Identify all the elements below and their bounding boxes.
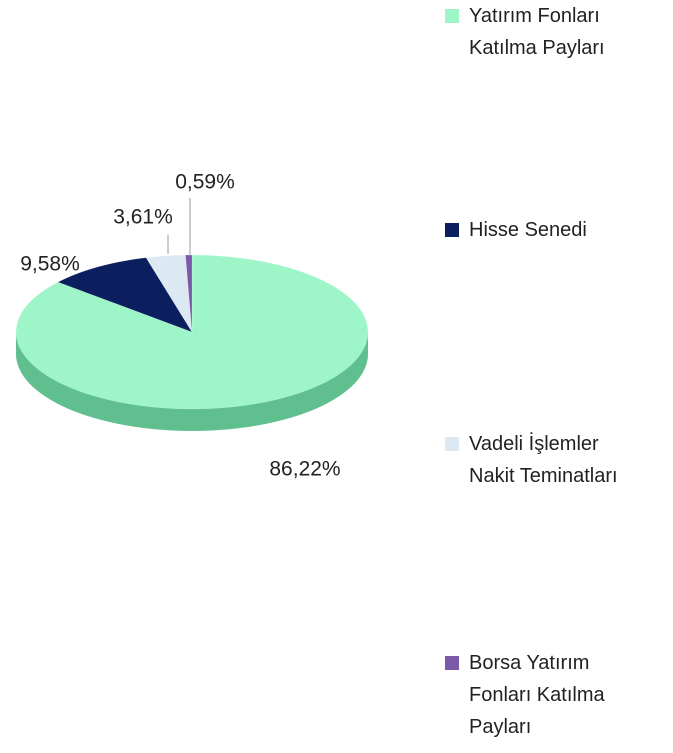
legend-label: Hisse Senedi <box>469 219 587 241</box>
pie-slice <box>57 257 193 333</box>
pie-area: 86,22% 9,58% 3,61%0,59% <box>15 171 369 481</box>
legend-item: Borsa Yatırım Fonları Katılma Payları <box>445 647 630 743</box>
data-label: 9,58% <box>20 253 80 276</box>
legend-label: Vadeli İşlemler Nakit Teminatları <box>469 433 618 487</box>
pie-slice <box>145 254 193 333</box>
legend-item: Vadeli İşlemler Nakit Teminatları <box>445 428 630 492</box>
legend-swatch <box>445 437 459 451</box>
legend-swatch <box>445 223 459 237</box>
legend-item: Hisse Senedi <box>445 214 630 246</box>
data-label: 3,61% <box>113 206 173 229</box>
data-label: 86,22% <box>269 458 340 481</box>
legend-swatch <box>445 656 459 670</box>
pie-slice <box>15 254 369 410</box>
data-label: 0,59% <box>175 171 235 194</box>
legend-swatch <box>445 9 459 23</box>
legend-item: Yatırım Fonları Katılma Payları <box>445 0 630 64</box>
legend-label: Yatırım Fonları Katılma Payları <box>469 5 605 59</box>
legend-label: Borsa Yatırım Fonları Katılma Payları <box>469 652 605 738</box>
pie-slice <box>185 254 193 333</box>
